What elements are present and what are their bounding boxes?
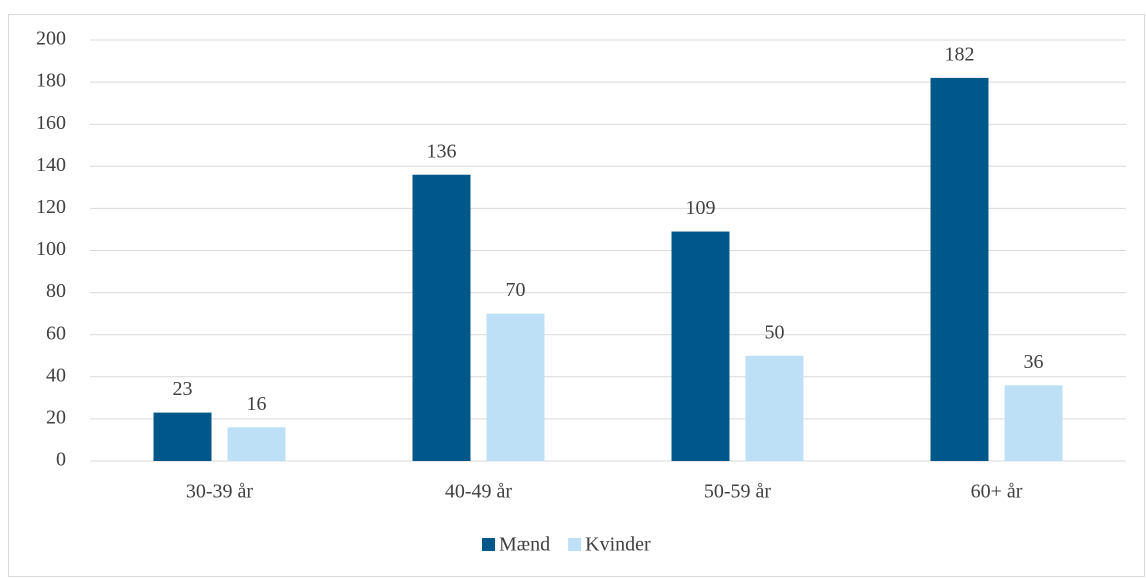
bar — [1004, 385, 1063, 461]
data-label: 16 — [247, 393, 267, 415]
y-tick-label: 80 — [46, 280, 66, 302]
bar — [227, 427, 286, 461]
legend-swatch — [568, 538, 582, 551]
x-tick-label: 40-49 år — [445, 481, 513, 503]
data-label: 182 — [945, 43, 975, 65]
y-tick-label: 140 — [36, 154, 66, 176]
y-tick-label: 120 — [36, 196, 66, 218]
y-tick-label: 160 — [36, 112, 66, 134]
data-label: 36 — [1024, 351, 1044, 373]
y-tick-label: 40 — [46, 364, 66, 386]
y-tick-label: 0 — [56, 449, 66, 471]
bar — [930, 77, 989, 461]
bar — [745, 355, 804, 461]
legend-label: Mænd — [499, 534, 550, 556]
y-tick-label: 180 — [36, 70, 66, 92]
bar — [486, 313, 545, 461]
legend-label: Kvinder — [585, 534, 651, 556]
x-tick-label: 60+ år — [971, 481, 1023, 503]
bar — [671, 231, 730, 461]
data-label: 23 — [173, 378, 193, 400]
bar — [412, 174, 471, 461]
y-tick-label: 100 — [36, 238, 66, 260]
data-label: 70 — [506, 279, 526, 301]
data-label: 136 — [427, 140, 457, 162]
x-tick-label: 50-59 år — [704, 481, 772, 503]
data-label: 50 — [765, 321, 785, 343]
y-tick-label: 200 — [36, 28, 66, 50]
data-label: 109 — [686, 197, 716, 219]
y-tick-label: 20 — [46, 406, 66, 428]
legend-swatch — [482, 538, 495, 551]
bar — [153, 412, 212, 461]
x-tick-label: 30-39 år — [186, 481, 254, 503]
y-tick-label: 60 — [46, 322, 66, 344]
